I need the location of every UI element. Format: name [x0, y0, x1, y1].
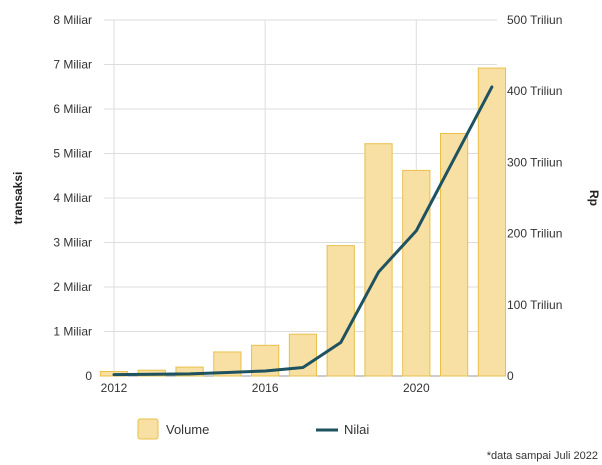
- right-axis-ticks: 0 100 Triliun 200 Triliun 300 Triliun 400 Tr…: [507, 13, 562, 383]
- volume-bar[interactable]: [364, 143, 393, 377]
- left-tick-label: 2 Miliar: [53, 280, 92, 294]
- left-tick-label: 5 Miliar: [53, 147, 92, 161]
- right-tick-label: 0: [507, 369, 514, 383]
- left-tick-label: 7 Miliar: [53, 58, 92, 72]
- legend-volume-swatch[interactable]: [137, 418, 159, 440]
- left-tick-label: 0: [85, 369, 92, 383]
- left-tick-label: 8 Miliar: [53, 13, 92, 27]
- volume-bar[interactable]: [326, 245, 355, 377]
- nilai-line: [112, 85, 494, 377]
- x-tick-label: 2020: [403, 381, 430, 395]
- volume-bar[interactable]: [175, 366, 204, 377]
- x-tick-label: 2016: [252, 381, 279, 395]
- right-axis-title: Rp: [587, 190, 601, 206]
- legend: Volume Nilai: [137, 418, 369, 440]
- gridlines: [104, 19, 497, 377]
- legend-volume-label[interactable]: Volume: [166, 422, 209, 437]
- right-tick-label: 200 Triliun: [507, 227, 562, 241]
- nilai-series-line[interactable]: [112, 85, 494, 377]
- left-axis-title: transaksi: [11, 172, 25, 225]
- left-tick-label: 6 Miliar: [53, 102, 92, 116]
- right-tick-label: 300 Triliun: [507, 155, 562, 169]
- right-tick-label: 400 Triliun: [507, 84, 562, 98]
- footnote: *data sampai Juli 2022: [487, 450, 598, 462]
- x-axis-ticks: 2012 2016 2020: [101, 381, 430, 395]
- left-tick-label: 1 Miliar: [53, 325, 92, 339]
- left-tick-label: 3 Miliar: [53, 236, 92, 250]
- legend-nilai-label[interactable]: Nilai: [344, 422, 369, 437]
- volume-bar[interactable]: [402, 169, 431, 377]
- x-tick-label: 2012: [101, 381, 128, 395]
- right-tick-label: 500 Triliun: [507, 13, 562, 27]
- left-axis-ticks: 0 1 Miliar 2 Miliar 3 Miliar 4 Miliar 5 Milia…: [53, 13, 92, 383]
- volume-bar[interactable]: [477, 67, 506, 377]
- right-tick-label: 100 Triliun: [507, 298, 562, 312]
- left-tick-label: 4 Miliar: [53, 191, 92, 205]
- volume-bars: [99, 67, 506, 377]
- volume-bar[interactable]: [439, 132, 469, 377]
